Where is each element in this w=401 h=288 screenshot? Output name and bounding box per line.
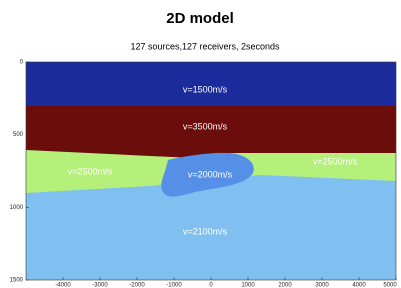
region-label: v=2000m/s	[188, 169, 233, 179]
region-label: v=2500m/s	[68, 166, 113, 176]
x-tick-label: 0	[209, 283, 213, 288]
y-tick-label: 1000	[10, 205, 24, 211]
region-label: v=1500m/s	[183, 84, 228, 94]
region-label: v=3500m/s	[183, 121, 228, 131]
region-label: v=2100m/s	[183, 226, 228, 236]
y-tick-label: 1500	[10, 278, 24, 284]
x-tick-label: -2000	[129, 283, 145, 288]
region-red	[26, 106, 396, 158]
chart: 2D model 127 sources,127 receivers, 2sec…	[0, 0, 401, 288]
page: {"chart_data": { "type": "velocity-model…	[0, 0, 401, 288]
x-tick-label: 5000	[383, 283, 397, 288]
x-tick-label: 1000	[241, 283, 255, 288]
x-tick-label: 2000	[278, 283, 292, 288]
chart-subtitle: 127 sources,127 receivers, 2seconds	[130, 41, 280, 51]
x-tick-label: -3000	[92, 283, 108, 288]
x-tick-label: 3000	[315, 283, 329, 288]
y-tick-label: 500	[13, 132, 24, 138]
y-tick-label: 0	[20, 60, 24, 66]
x-tick-label: -4000	[55, 283, 71, 288]
x-tick-label: 4000	[352, 283, 366, 288]
chart-title: 2D model	[166, 10, 234, 27]
x-tick-label: -1000	[166, 283, 182, 288]
region-label: v=2500m/s	[313, 156, 358, 166]
